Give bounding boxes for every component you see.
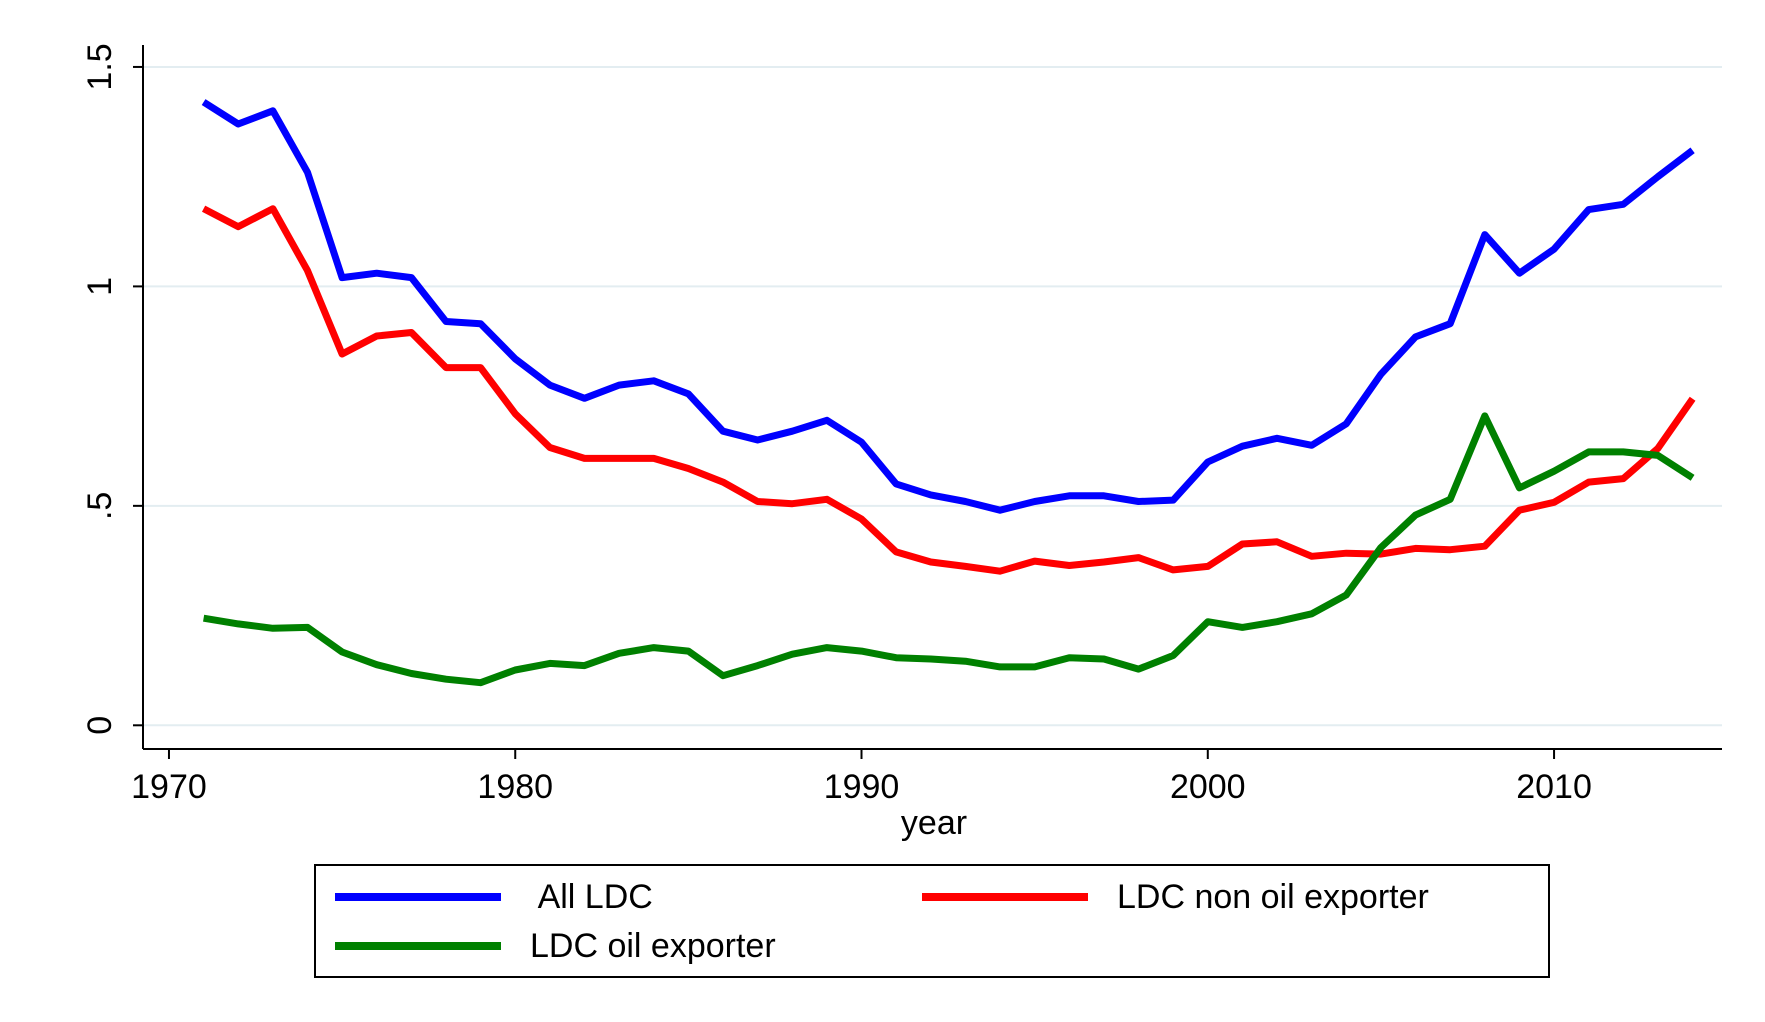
- x-tick-label: 2000: [1170, 768, 1246, 806]
- legend-label: LDC oil exporter: [530, 927, 776, 965]
- legend-label: LDC non oil exporter: [1117, 878, 1429, 916]
- legend-box: [314, 864, 1550, 978]
- series-line: [203, 412, 1695, 687]
- series-line: [201, 99, 1695, 514]
- y-tick-label: 1.5: [81, 43, 119, 90]
- x-tick-label: 2010: [1516, 768, 1592, 806]
- y-tick-label: 0: [81, 716, 119, 735]
- legend-label: All LDC: [530, 878, 653, 916]
- y-tick-label: .5: [81, 492, 119, 520]
- series-line: [201, 205, 1696, 575]
- x-tick-label: 1980: [477, 768, 553, 806]
- x-tick-label: 1970: [131, 768, 207, 806]
- x-tick-label: 1990: [824, 768, 900, 806]
- y-tick-label: 1: [81, 277, 119, 296]
- x-axis-label: year: [901, 804, 967, 842]
